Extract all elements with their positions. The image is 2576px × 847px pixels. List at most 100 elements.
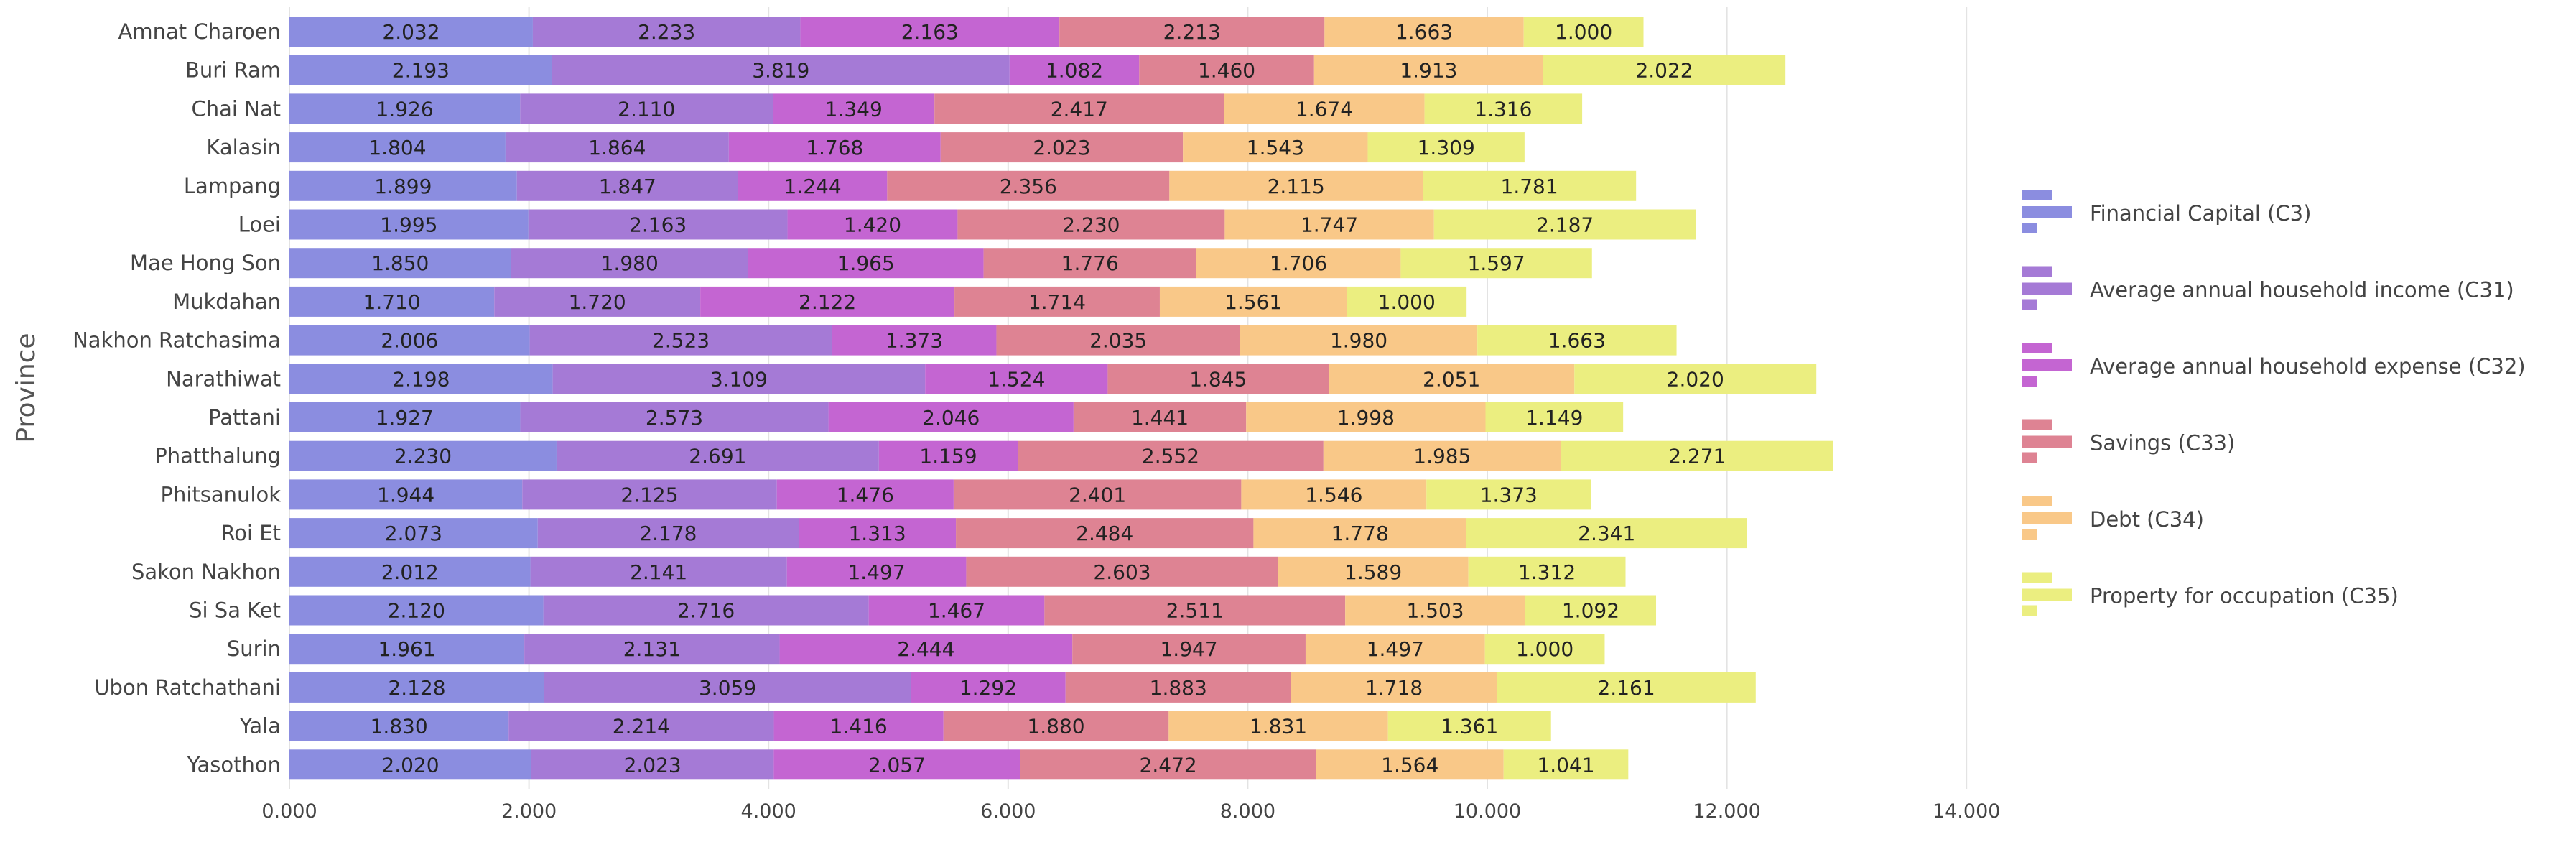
bar-segment[interactable] [956,518,1254,549]
bar-segment[interactable] [520,402,829,432]
bar-segment[interactable] [1525,595,1657,626]
bar-segment[interactable] [289,402,521,432]
bar-segment[interactable] [1073,402,1247,432]
bar-segment[interactable] [289,325,530,356]
bar-segment[interactable] [748,248,984,279]
bar-segment[interactable] [528,209,788,240]
bar-segment[interactable] [1168,711,1388,741]
bar-segment[interactable] [289,479,523,510]
bar-segment[interactable] [1072,634,1306,665]
bar-segment[interactable] [1316,749,1504,780]
bar-segment[interactable] [516,170,738,201]
bar-segment[interactable] [940,132,1184,163]
bar-segment[interactable] [878,440,1018,471]
bar-segment[interactable] [1433,209,1696,240]
bar-segment[interactable] [289,749,531,780]
bar-segment[interactable] [289,132,506,163]
bar-segment[interactable] [1305,634,1485,665]
bar-segment[interactable] [1107,364,1329,394]
bar-segment[interactable] [289,55,552,85]
bar-segment[interactable] [1561,440,1833,471]
bar-segment[interactable] [1574,364,1817,394]
bar-segment[interactable] [800,17,1060,47]
bar-segment[interactable] [1044,595,1346,626]
bar-segment[interactable] [1400,248,1592,279]
bar-segment[interactable] [1543,55,1786,85]
legend[interactable]: Financial Capital (C3) Average annual hou… [2022,190,2526,616]
bar-segment[interactable] [776,479,954,510]
legend-item[interactable]: Average annual household expense (C32) [2022,343,2526,387]
bar-segment[interactable] [1313,55,1543,85]
bar-segment[interactable] [828,402,1074,432]
bar-segment[interactable] [289,364,553,394]
bar-segment[interactable] [289,556,531,587]
bar-segment[interactable] [1477,325,1677,356]
bar-segment[interactable] [522,479,777,510]
bar-segment[interactable] [773,93,935,124]
bar-segment[interactable] [544,672,911,703]
bar-segment[interactable] [1018,440,1324,471]
bar-segment[interactable] [1278,556,1469,587]
bar-segment[interactable] [1426,479,1591,510]
bar-segment[interactable] [738,170,888,201]
bar-segment[interactable] [1241,479,1427,510]
bar-segment[interactable] [1224,209,1434,240]
bar-segment[interactable] [957,209,1225,240]
bar-segment[interactable] [1291,672,1497,703]
bar-segment[interactable] [552,364,926,394]
bar-segment[interactable] [779,634,1073,665]
bar-segment[interactable] [289,93,521,124]
bar-segment[interactable] [1387,711,1551,741]
bar-segment[interactable] [524,634,780,665]
bar-segment[interactable] [1497,672,1756,703]
bar-segment[interactable] [508,711,774,741]
bar-segment[interactable] [1059,17,1325,47]
bar-segment[interactable] [1020,749,1316,780]
bar-segment[interactable] [289,634,525,665]
bar-segment[interactable] [983,248,1196,279]
legend-item[interactable]: Savings (C33) [2022,419,2235,463]
bar-segment[interactable] [494,286,701,317]
bar-segment[interactable] [289,595,544,626]
bar-segment[interactable] [1466,518,1747,549]
bar-segment[interactable] [289,286,495,317]
bar-segment[interactable] [911,672,1066,703]
bar-segment[interactable] [966,556,1278,587]
bar-segment[interactable] [289,170,517,201]
bar-segment[interactable] [773,749,1020,780]
bar-segment[interactable] [531,749,774,780]
legend-item[interactable]: Financial Capital (C3) [2022,190,2311,233]
bar-segment[interactable] [934,93,1224,124]
bar-segment[interactable] [887,170,1170,201]
bar-segment[interactable] [1183,132,1368,163]
bar-segment[interactable] [1009,55,1140,85]
bar-segment[interactable] [773,711,944,741]
bar-segment[interactable] [1224,93,1425,124]
bar-segment[interactable] [700,286,955,317]
bar-segment[interactable] [289,518,538,549]
bar-segment[interactable] [1159,286,1347,317]
bar-segment[interactable] [289,209,529,240]
bar-segment[interactable] [1367,132,1525,163]
bar-segment[interactable] [1523,17,1644,47]
bar-segment[interactable] [1324,17,1524,47]
bar-segment[interactable] [532,17,801,47]
bar-segment[interactable] [556,440,879,471]
bar-segment[interactable] [511,248,748,279]
bar-segment[interactable] [543,595,869,626]
bar-segment[interactable] [953,479,1242,510]
bar-segment[interactable] [1240,325,1478,356]
bar-segment[interactable] [289,248,511,279]
bar-segment[interactable] [1424,93,1583,124]
bar-segment[interactable] [943,711,1169,741]
bar-segment[interactable] [1345,595,1525,626]
bar-segment[interactable] [1169,170,1423,201]
bar-segment[interactable] [1468,556,1626,587]
bar-segment[interactable] [832,325,997,356]
bar-segment[interactable] [1423,170,1637,201]
bar-segment[interactable] [1484,634,1605,665]
legend-item[interactable]: Debt (C34) [2022,496,2204,540]
bar-segment[interactable] [787,209,958,240]
bar-segment[interactable] [786,556,967,587]
bar-segment[interactable] [530,556,787,587]
